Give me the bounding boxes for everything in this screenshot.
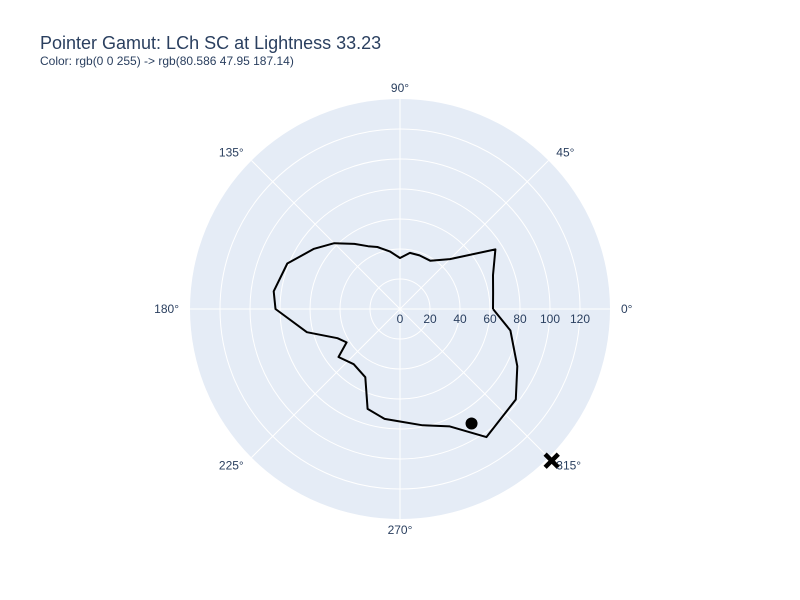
angular-tick-label: 0° — [621, 302, 633, 316]
radial-tick-label: 60 — [483, 312, 497, 326]
radial-tick-label: 80 — [513, 312, 527, 326]
angular-tick-label: 225° — [219, 458, 244, 472]
grid — [190, 99, 610, 519]
gamut-boundary-line — [272, 242, 519, 439]
chart-subtitle: Color: rgb(0 0 255) -> rgb(80.586 47.95 … — [40, 54, 294, 68]
angular-grid-line — [251, 308, 401, 458]
radial-tick-label: 40 — [453, 312, 467, 326]
angular-tick-label: 45° — [556, 146, 574, 160]
x-marker-stroke — [543, 452, 560, 469]
original-color-marker — [543, 452, 560, 469]
angular-tick-label: 315° — [556, 458, 581, 472]
angular-tick-label: 90° — [391, 81, 409, 95]
axis-labels: 0° 45° 90° 135° 180° 225° 270° 315° 0 20 40 60 80 100… — [154, 81, 633, 537]
traces — [272, 242, 560, 469]
mapped-color-marker — [465, 417, 478, 430]
chart-title: Pointer Gamut: LCh SC at Lightness 33.23 — [40, 33, 382, 53]
angular-grid-line — [399, 160, 549, 310]
angular-tick-label: 270° — [388, 523, 413, 537]
angular-tick-label: 135° — [219, 146, 244, 160]
radial-tick-label: 20 — [423, 312, 437, 326]
radial-tick-label: 100 — [540, 312, 560, 326]
angular-grid-line — [399, 308, 549, 458]
radial-tick-label: 120 — [570, 312, 590, 326]
angular-grid-line — [251, 160, 401, 310]
radial-tick-label: 0 — [397, 312, 404, 326]
angular-tick-label: 180° — [154, 302, 179, 316]
